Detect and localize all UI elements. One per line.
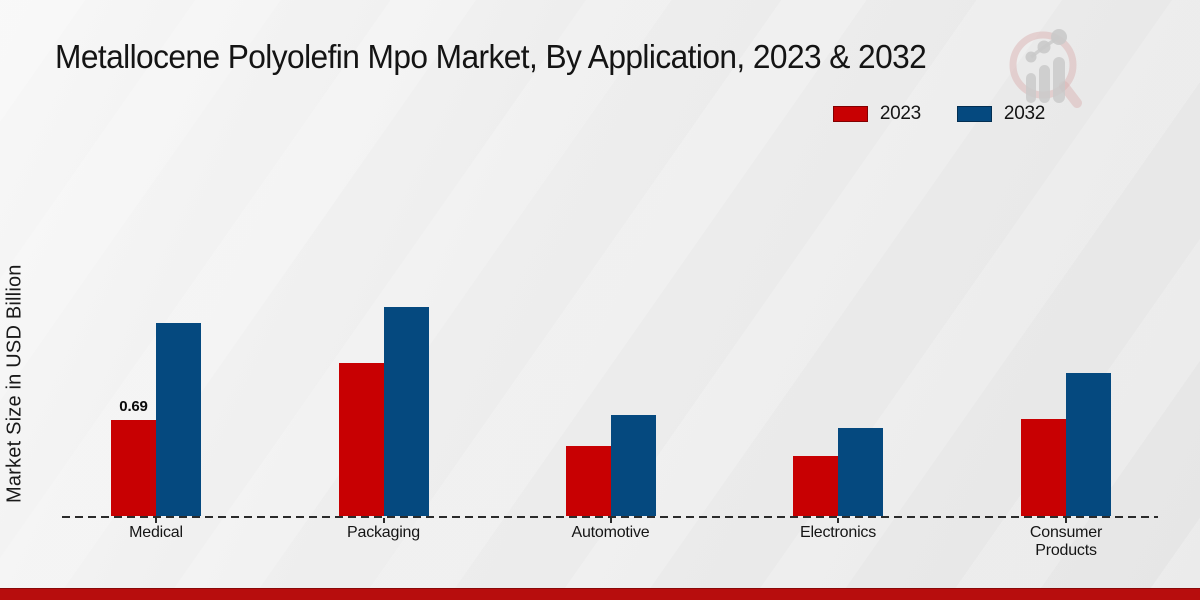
bar-2032-automotive	[610, 415, 656, 516]
bar-2023-electronics	[793, 456, 838, 516]
x-axis-baseline	[62, 516, 1158, 518]
category-label-medical: Medical	[129, 524, 183, 541]
axis-tick-electronics	[837, 518, 839, 523]
bar-2032-electronics	[838, 428, 883, 516]
bar-2023-packaging	[338, 363, 384, 516]
axis-tick-consumer-products	[1065, 518, 1067, 523]
category-label-consumer-products: Consumer Products	[1029, 524, 1103, 559]
legend-label-2023: 2023	[879, 103, 921, 124]
chart-legend: 2023 2032	[832, 103, 1045, 125]
category-label-automotive: Automotive	[571, 524, 650, 541]
axis-tick-medical	[155, 518, 157, 523]
legend-swatch-2032	[956, 106, 992, 122]
bar-2023-automotive	[565, 446, 611, 516]
footer-accent-bar	[0, 588, 1200, 600]
axis-tick-automotive	[609, 518, 612, 523]
axis-tick-packaging	[382, 518, 385, 523]
bar-2023-medical	[111, 420, 156, 516]
legend-swatch-2023	[832, 106, 868, 122]
legend-item-2032: 2032	[956, 103, 1045, 125]
legend-label-2032: 2032	[1003, 103, 1045, 124]
category-label-packaging: Packaging	[347, 524, 420, 541]
legend-item-2023: 2023	[832, 103, 921, 125]
bar-2032-packaging	[383, 307, 429, 516]
page-title: Metallocene Polyolefin Mpo Market, By Ap…	[55, 38, 927, 75]
data-label-2023-medical: 0.69	[119, 398, 148, 415]
bar-2032-medical	[156, 323, 201, 516]
category-label-electronics: Electronics	[799, 524, 877, 541]
bar-2023-consumer-products	[1021, 419, 1066, 516]
magnifier-bar-chart-logo-icon	[1009, 29, 1082, 108]
bar-2032-consumer-products	[1066, 373, 1111, 516]
